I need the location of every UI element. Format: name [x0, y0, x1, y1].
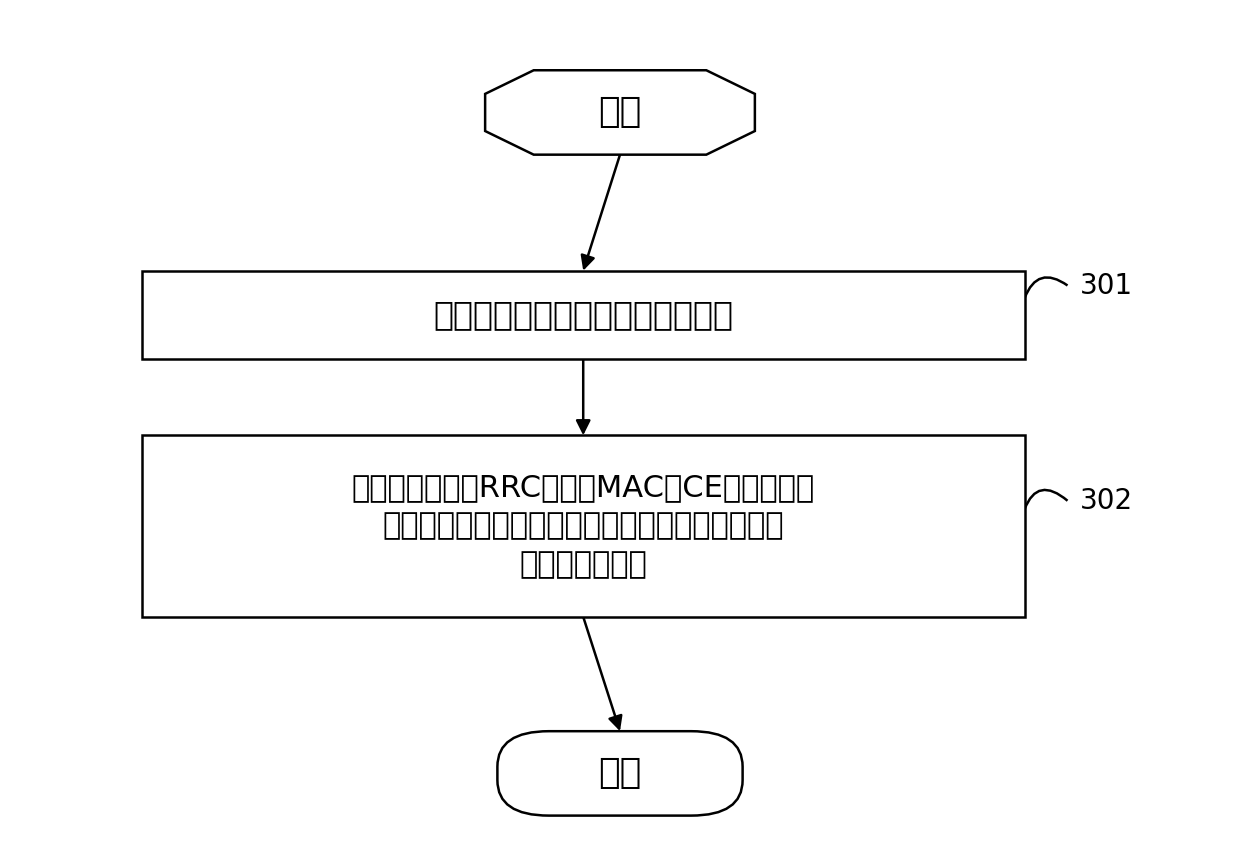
Text: 301: 301 [1080, 271, 1133, 299]
Polygon shape [485, 70, 755, 154]
Text: 为用户设备配置参考信号配置参数: 为用户设备配置参考信号配置参数 [433, 299, 733, 331]
Text: 采用广播信道、RRC信令、MAC层CE和物理层控
制消息中的至少一项，向所述用户设备发送所述参
考信号配置参数: 采用广播信道、RRC信令、MAC层CE和物理层控 制消息中的至少一项，向所述用户… [352, 474, 815, 579]
FancyBboxPatch shape [497, 731, 743, 816]
FancyBboxPatch shape [141, 271, 1024, 360]
FancyBboxPatch shape [141, 435, 1024, 617]
Text: 开始: 开始 [599, 95, 641, 130]
Text: 302: 302 [1080, 486, 1133, 515]
Text: 结束: 结束 [599, 757, 641, 790]
